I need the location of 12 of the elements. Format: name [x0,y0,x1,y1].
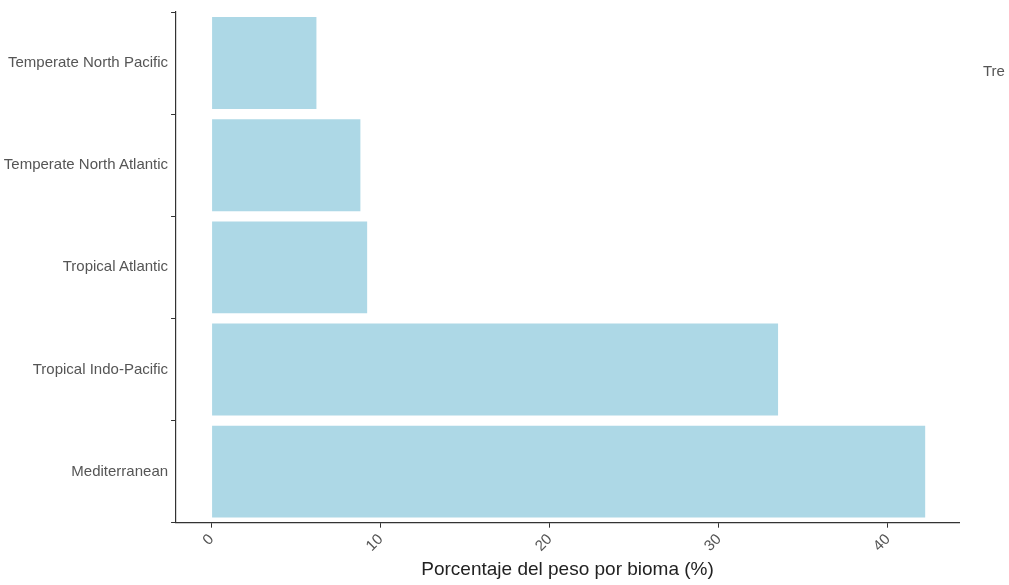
y-tick-label: Tropical Indo-Pacific [32,359,169,377]
y-tick-label: Temperate North Atlantic [3,155,169,173]
text: Tre [983,62,1005,80]
y-tick-label: Temperate North Pacific [8,53,169,71]
y-tick-label: Tropical Atlantic [62,257,169,275]
y-tick-label: Mediterranean [71,461,169,479]
x-tick-label: 30 [700,530,724,554]
x-tick-label: 10 [361,530,386,554]
x-tick-label: 0 [198,530,217,548]
x-tick-label: 40 [869,530,894,554]
x-tick-label: 20 [531,530,555,554]
x-axis-title: Porcentaje del peso por bioma (%) [421,557,714,579]
